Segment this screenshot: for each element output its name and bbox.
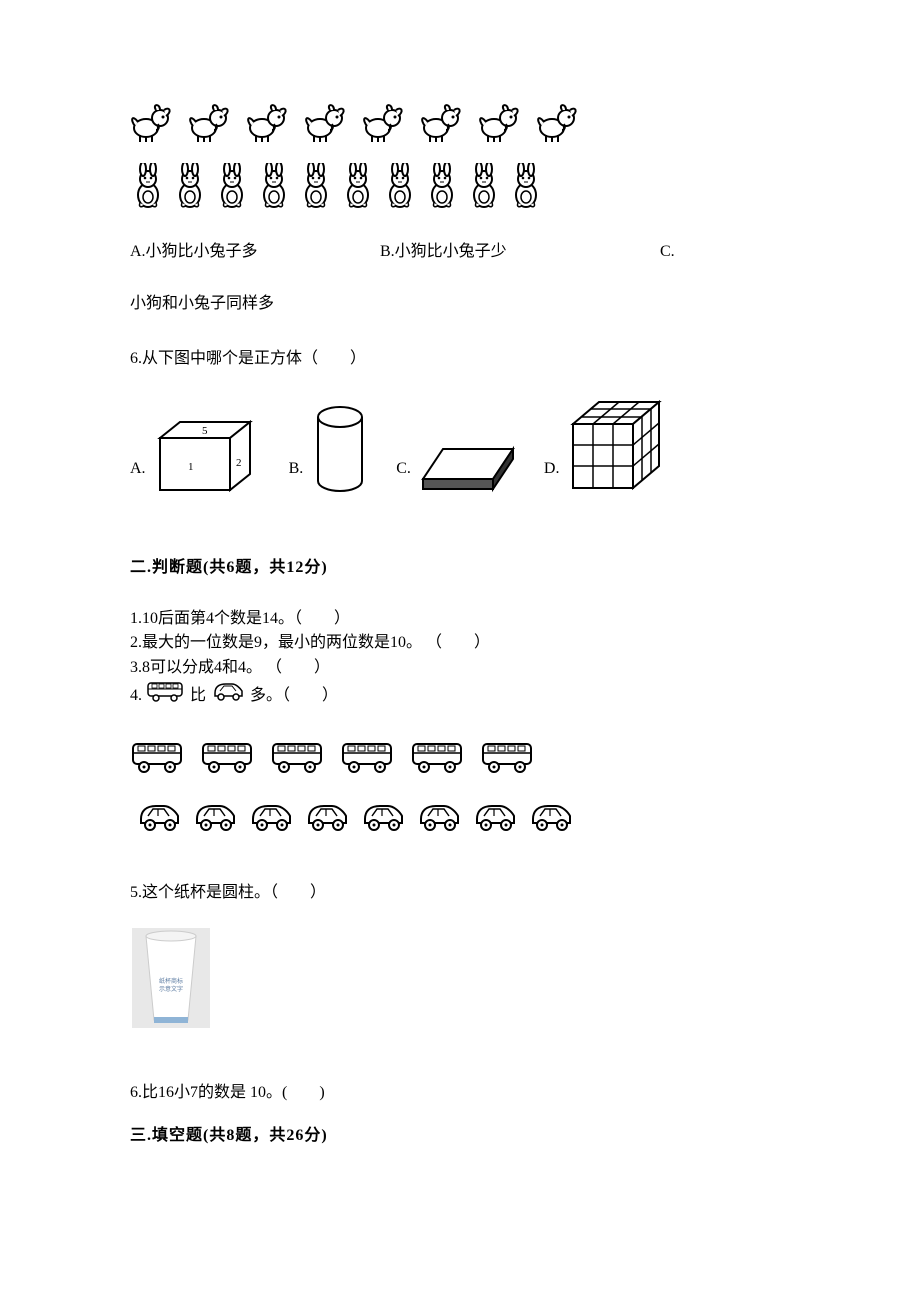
car-icon	[472, 799, 518, 844]
q6-shapes-row: A. 1 2 5 B.	[130, 398, 800, 504]
rabbit-icon	[172, 163, 208, 220]
dog-icon	[478, 100, 524, 155]
dog-icon	[536, 100, 582, 155]
bus-icon	[480, 738, 536, 787]
svg-text:2: 2	[236, 457, 242, 469]
rabbit-row	[130, 163, 800, 220]
bus-icon	[200, 738, 256, 787]
s2-q4-prefix: 4.	[130, 682, 142, 711]
q6-label-c: C.	[396, 455, 411, 484]
q5-option-c-text: 小狗和小兔子同样多	[130, 290, 800, 319]
rabbit-icon	[382, 163, 418, 220]
section3-title: 三.填空题(共8题，共26分)	[130, 1122, 800, 1151]
car-icon	[136, 799, 182, 844]
bus-small-icon	[146, 679, 186, 714]
svg-text:5: 5	[202, 425, 208, 437]
car-row	[136, 799, 800, 844]
dog-icon	[246, 100, 292, 155]
s2-q2: 2.最大的一位数是9，最小的两位数是10。 （ ）	[130, 631, 800, 656]
dog-row	[130, 100, 800, 155]
s2-q6: 6.比16小7的数是 10。( )	[130, 1079, 800, 1108]
q5-option-b: B.小狗比小兔子少	[380, 238, 660, 267]
section2-title: 二.判断题(共6题，共12分)	[130, 554, 800, 583]
bus-icon	[270, 738, 326, 787]
q6-label-b: B.	[289, 455, 304, 484]
car-icon	[416, 799, 462, 844]
cylinder-icon	[313, 405, 368, 504]
rabbit-icon	[340, 163, 376, 220]
parallelogram-slab-icon	[421, 443, 516, 504]
s2-q3: 3.8可以分成4和4。 （ ）	[130, 656, 800, 681]
car-icon	[528, 799, 574, 844]
s2-q4-mid: 比	[190, 682, 206, 711]
rabbit-icon	[256, 163, 292, 220]
car-icon	[304, 799, 350, 844]
q6-label-a: A.	[130, 455, 146, 484]
paper-cup-icon: 纸杯商标 示意文字	[132, 928, 800, 1039]
dog-icon	[130, 100, 176, 155]
bus-row	[130, 738, 800, 787]
rabbit-icon	[466, 163, 502, 220]
dog-icon	[362, 100, 408, 155]
q5-option-c-prefix: C.	[660, 238, 690, 267]
cuboid-icon: 1 2 5	[156, 418, 261, 504]
dog-icon	[304, 100, 350, 155]
svg-text:示意文字: 示意文字	[159, 985, 183, 993]
cube-icon	[569, 398, 669, 504]
rabbit-icon	[298, 163, 334, 220]
bus-icon	[130, 738, 186, 787]
car-icon	[248, 799, 294, 844]
s2-q4-suffix: 多。（ ）	[250, 682, 338, 711]
dog-icon	[188, 100, 234, 155]
car-icon	[192, 799, 238, 844]
bus-icon	[410, 738, 466, 787]
dog-icon	[420, 100, 466, 155]
q5-option-a: A.小狗比小兔子多	[130, 238, 380, 267]
q6-text: 6.从下图中哪个是正方体（ ）	[130, 345, 800, 374]
rabbit-icon	[130, 163, 166, 220]
rabbit-icon	[424, 163, 460, 220]
svg-text:纸杯商标: 纸杯商标	[159, 977, 183, 985]
s2-q4: 4. 比	[130, 679, 800, 714]
s2-q5: 5.这个纸杯是圆柱。（ ）	[130, 879, 800, 908]
car-icon	[360, 799, 406, 844]
rabbit-icon	[508, 163, 544, 220]
svg-text:1: 1	[188, 461, 194, 473]
bus-icon	[340, 738, 396, 787]
rabbit-icon	[214, 163, 250, 220]
q6-label-d: D.	[544, 455, 560, 484]
s2-q1: 1.10后面第4个数是14。（ ）	[130, 607, 800, 632]
car-small-icon	[210, 679, 246, 714]
